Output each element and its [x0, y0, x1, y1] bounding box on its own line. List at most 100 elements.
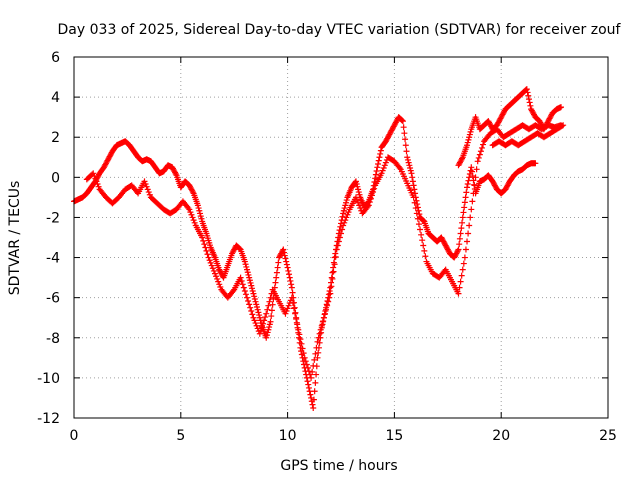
data-point-marker [251, 293, 258, 300]
y-tick-label: -6 [46, 291, 60, 307]
data-point-marker [334, 242, 341, 249]
data-point-marker [456, 235, 463, 242]
data-point-marker [252, 320, 259, 327]
data-point-marker [273, 274, 280, 281]
data-point-marker [287, 277, 294, 284]
data-point-marker [330, 268, 337, 275]
data-point-marker [470, 190, 477, 197]
y-tick-label: -10 [37, 371, 60, 387]
data-point-marker [402, 142, 409, 149]
data-point-marker [459, 155, 466, 162]
data-point-marker [331, 261, 338, 268]
data-point-marker [249, 287, 256, 294]
x-tick-label: 0 [70, 428, 79, 444]
data-point-marker [283, 258, 290, 265]
data-point-marker [186, 206, 193, 213]
data-point-marker [312, 379, 319, 386]
data-point-marker [462, 246, 469, 253]
data-point-marker [282, 310, 289, 317]
data-point-marker [333, 246, 340, 253]
data-point-marker [478, 144, 485, 151]
data-point-marker [240, 284, 247, 291]
data-point-marker [354, 183, 361, 190]
data-point-marker [213, 273, 220, 280]
data-point-marker [461, 199, 468, 206]
data-point-marker [217, 283, 224, 290]
data-point-marker [415, 221, 422, 228]
data-point-marker [367, 195, 374, 202]
data-point-marker [314, 338, 321, 345]
data-point-marker [246, 274, 253, 281]
data-point-marker [197, 210, 204, 217]
data-point-marker [467, 128, 474, 135]
data-point-marker [281, 252, 288, 259]
data-point-marker [305, 368, 312, 375]
data-point-marker [454, 247, 461, 254]
data-point-marker [461, 204, 468, 211]
data-point-marker [372, 175, 379, 182]
data-point-marker [459, 266, 466, 273]
data-point-marker [340, 207, 347, 214]
data-point-marker [341, 219, 348, 226]
data-point-marker [532, 160, 539, 167]
y-tick-label: -2 [46, 210, 60, 226]
data-point-marker [339, 213, 346, 220]
data-point-marker [302, 358, 309, 365]
data-point-marker [201, 241, 208, 248]
data-point-marker [339, 226, 346, 233]
data-point-marker [527, 102, 534, 109]
data-point-marker [256, 312, 263, 319]
data-point-marker [474, 158, 481, 165]
y-tick-label: -4 [46, 251, 60, 267]
y-tick-label: 0 [51, 170, 60, 186]
data-point-marker [342, 202, 349, 209]
data-point-marker [93, 178, 100, 185]
data-point-marker [262, 314, 269, 321]
x-tick-label: 25 [599, 428, 617, 444]
data-point-marker [321, 310, 328, 317]
data-point-marker [242, 291, 249, 298]
data-point-marker [238, 277, 245, 284]
data-point-marker [323, 306, 330, 313]
data-point-marker [470, 177, 477, 184]
data-point-marker [252, 298, 259, 305]
data-point-marker [261, 317, 268, 324]
data-point-marker [340, 210, 347, 217]
data-point-marker [251, 317, 258, 324]
data-point-marker [315, 334, 322, 341]
data-point-marker [304, 378, 311, 385]
data-point-marker [292, 310, 299, 317]
data-point-marker [469, 168, 476, 175]
data-point-marker [251, 296, 258, 303]
data-point-marker [185, 205, 192, 212]
data-point-marker [255, 309, 262, 316]
data-point-marker [245, 271, 252, 278]
x-tick-label: 20 [492, 428, 510, 444]
data-point-marker [256, 330, 263, 337]
data-point-marker [373, 167, 380, 174]
data-point-marker [364, 203, 371, 210]
data-point-marker [94, 181, 101, 188]
data-point-marker [289, 289, 296, 296]
data-point-marker [291, 305, 298, 312]
data-point-marker [354, 197, 361, 204]
data-point-marker [291, 304, 298, 311]
data-point-marker [142, 181, 149, 188]
data-point-marker [463, 189, 470, 196]
data-point-marker [95, 183, 102, 190]
data-point-marker [310, 404, 317, 411]
data-point-marker [372, 171, 379, 178]
data-point-marker [406, 162, 413, 169]
data-point-marker [407, 167, 414, 174]
data-point-marker [208, 262, 215, 269]
data-point-marker [266, 324, 273, 331]
x-tick-label: 15 [385, 428, 403, 444]
data-point-marker [353, 181, 360, 188]
data-point-marker [327, 284, 334, 291]
data-point-marker [257, 327, 264, 334]
data-point-marker [237, 274, 244, 281]
data-point-marker [191, 219, 198, 226]
data-point-marker [480, 141, 487, 148]
data-point-marker [341, 205, 348, 212]
data-point-marker [380, 164, 387, 171]
